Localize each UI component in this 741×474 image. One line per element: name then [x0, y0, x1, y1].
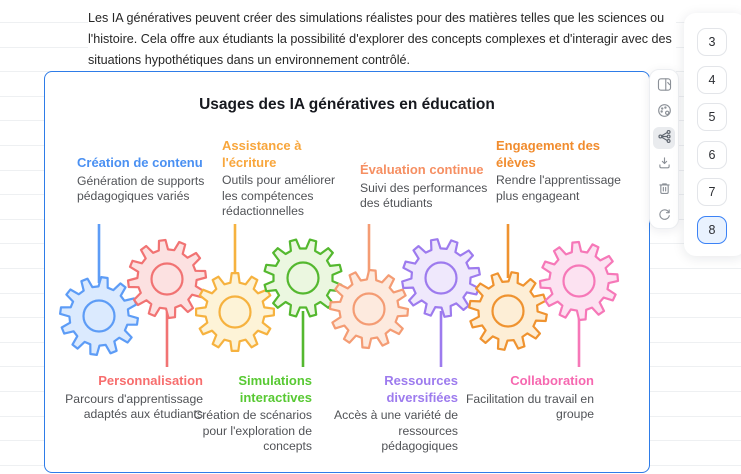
item-heading: Assistance à l'écriture [222, 138, 302, 170]
item-desc: Rendre l'apprentissage plus engageant [496, 173, 621, 203]
item-label-engagement-eleves: Engagement des élèves Rendre l'apprentis… [496, 138, 626, 204]
mindmap-button[interactable] [653, 127, 675, 149]
item-desc: Facilitation du travail en groupe [465, 391, 594, 422]
item-label-ressources-diversifiees: Ressources diversifiées Accès à une vari… [324, 373, 458, 455]
download-button[interactable] [653, 153, 675, 175]
page-button-6[interactable]: 6 [697, 140, 727, 169]
item-desc: Accès à une variété de ressources pédago… [334, 408, 458, 453]
item-heading: Ressources diversifiées [384, 373, 458, 405]
item-desc: Parcours d'apprentissage adaptés aux étu… [65, 391, 203, 422]
diagram-canvas[interactable]: Usages des IA génératives en éducation C… [44, 71, 650, 473]
item-heading: Personnalisation [98, 373, 203, 388]
refresh-button[interactable] [653, 205, 675, 227]
item-label-assistance-ecriture: Assistance à l'écriture Outils pour amél… [222, 138, 348, 220]
diagram-title: Usages des IA génératives en éducation [199, 96, 495, 113]
item-desc: Création de scénarios pour l'exploration… [193, 408, 312, 453]
paragraph: Les IA génératives peuvent créer des sim… [88, 0, 676, 72]
page-number-panel: 3 4 5 6 7 8 [684, 13, 741, 256]
page-button-4[interactable]: 4 [697, 65, 727, 94]
item-desc: Suivi des performances des étudiants [360, 180, 488, 211]
refresh-icon [656, 206, 673, 226]
item-label-personnalisation: Personnalisation Parcours d'apprentissag… [63, 373, 203, 423]
item-heading: Engagement des élèves [496, 138, 601, 170]
trash-button[interactable] [653, 179, 675, 201]
item-heading: Évaluation continue [360, 162, 484, 177]
download-icon [656, 154, 673, 174]
page-button-3[interactable]: 3 [697, 28, 727, 56]
palette-button[interactable] [653, 101, 675, 123]
item-label-simulations-interactives: Simulations interactives Création de scé… [178, 373, 312, 455]
item-heading: Collaboration [510, 373, 594, 388]
item-label-evaluation-continue: Évaluation continue Suivi des performanc… [360, 162, 496, 212]
item-desc: Outils pour améliorer les compétences ré… [222, 173, 336, 218]
page-button-5[interactable]: 5 [697, 103, 727, 131]
item-heading: Simulations interactives [238, 373, 312, 405]
item-label-creation-de-contenu: Création de contenu Génération de suppor… [77, 155, 213, 205]
item-heading: Création de contenu [77, 155, 203, 170]
page-button-7[interactable]: 7 [697, 178, 727, 206]
mindmap-icon [656, 128, 673, 148]
reader-icon [656, 76, 673, 96]
item-label-collaboration: Collaboration Facilitation du travail en… [458, 373, 594, 423]
item-desc: Génération de supports pédagogiques vari… [77, 173, 205, 204]
reader-button[interactable] [653, 75, 675, 97]
palette-icon [656, 102, 673, 122]
side-toolbar [649, 69, 679, 229]
gears-graphic [59, 224, 620, 367]
trash-icon [656, 180, 673, 200]
page-button-8[interactable]: 8 [697, 215, 727, 244]
